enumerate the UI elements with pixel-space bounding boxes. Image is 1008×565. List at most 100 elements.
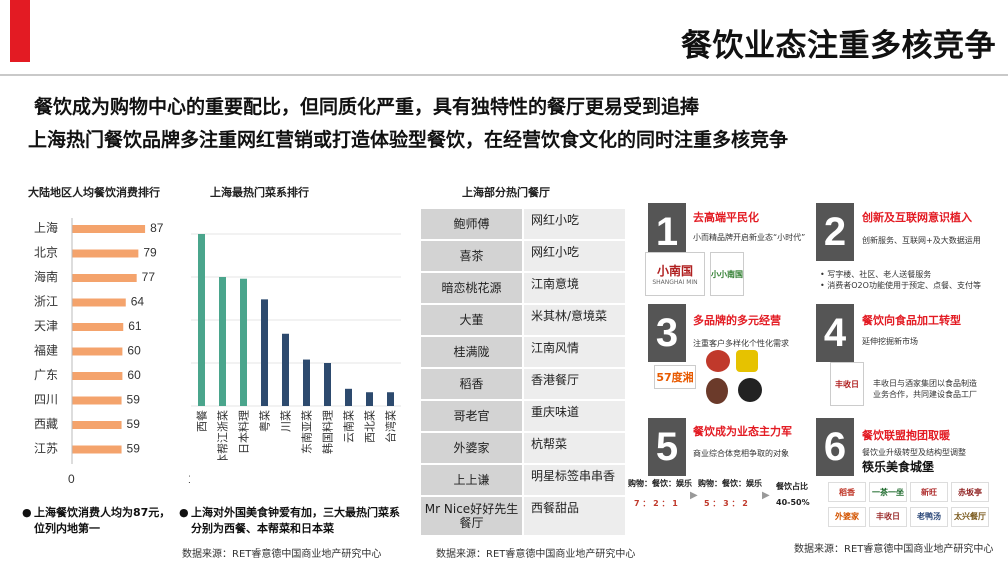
strategy-title: 创新及互联网意识植入: [862, 211, 972, 224]
table-row: 暗恋桃花源 江南意境: [421, 273, 625, 305]
restaurant-name: 鲍师傅: [421, 209, 522, 239]
note-1-text: 上海餐饮消费人均为87元，位列内地第一: [34, 506, 171, 535]
bar-category-label: 日本料理: [237, 410, 251, 454]
bar-category-label: 云南菜: [343, 410, 356, 443]
bar-value-label: 60: [127, 368, 141, 382]
restaurant-name: 外婆家: [421, 433, 522, 463]
strategy-highlight: 筷乐美食城堡: [862, 460, 935, 474]
bar-category-label: 海南: [34, 269, 58, 284]
table-row: 鲍师傅 网红小吃: [421, 209, 625, 241]
bar: [366, 392, 373, 406]
bar-category-label: 福建: [34, 343, 58, 358]
bar: [72, 249, 139, 258]
table-row: 哥老官 重庆味道: [421, 401, 625, 433]
bar-category-label: 台湾菜: [384, 410, 398, 443]
strategy-desc: 商业综合体竞相争取的对象: [693, 449, 789, 458]
strategy-number: 5: [648, 418, 686, 476]
bar-value-label: 60: [127, 344, 141, 358]
restaurant-name: 喜茶: [421, 241, 522, 271]
brand-logo-icon: [738, 378, 762, 402]
strategy-number: 4: [816, 304, 854, 362]
strategy-number: 2: [816, 203, 854, 261]
table-row: 稻香 香港餐厅: [421, 369, 625, 401]
ratio-label-b: 购物：餐饮：娱乐: [698, 479, 762, 488]
bar-value-label: 64: [131, 295, 145, 309]
restaurant-tag: 明星标签串串香: [522, 465, 625, 495]
bar: [72, 396, 122, 405]
table-row: 外婆家 杭帮菜: [421, 433, 625, 465]
bar-value-label: 61: [128, 319, 142, 333]
bar-category-label: 天津: [34, 319, 58, 333]
axis-tick-label: 0: [68, 472, 75, 486]
alliance-logo: 老鸭汤: [910, 506, 948, 527]
bar-category-label: 本帮江浙菜: [216, 410, 230, 460]
strategy-title: 餐饮向食品加工转型: [862, 314, 961, 327]
bullet-text: 写字楼、社区、老人送餐服务: [827, 270, 932, 279]
bar: [72, 323, 124, 331]
bullet-text: 消费者O2O功能使用于预定、点餐、支付等: [827, 281, 981, 290]
table-row: 桂满陇 江南风情: [421, 337, 625, 369]
alliance-logo: 丰收日: [869, 506, 907, 527]
table-row: 喜茶 网红小吃: [421, 241, 625, 273]
strategy-title: 餐饮成为业态主力军: [693, 425, 792, 438]
ratio-label-a: 购物：餐饮：娱乐: [628, 479, 692, 488]
source-right: 数据来源：RET睿意德中国商业地产研究中心: [794, 544, 994, 555]
bar-value-label: 59: [127, 442, 141, 456]
restaurant-name: 哥老官: [421, 401, 522, 431]
table-title: 上海部分热门餐厅: [462, 186, 550, 199]
chart1-title: 大陆地区人均餐饮消费排行: [28, 186, 160, 199]
restaurant-tag: 网红小吃: [522, 209, 625, 239]
chart2-title: 上海最热门菜系排行: [210, 186, 309, 199]
xiaoxiaonanguo-logo: 小小南国: [710, 252, 744, 296]
ratio-value-a: 7 ： 2 ： 1: [634, 499, 678, 508]
arrow-icon: ▶: [690, 490, 698, 501]
strategy-number: 6: [816, 418, 854, 476]
strategy-bullet: • 消费者O2O功能使用于预定、点餐、支付等: [820, 281, 981, 290]
bar: [72, 421, 122, 429]
bullet-dot: ●: [179, 506, 189, 519]
chart1-container: 上海 87 北京 79 海南 77 浙江 64 天津 61 福建 60 广东 60 四川 59 西藏 59 江苏 59…: [30, 218, 190, 488]
bar-category-label: 西餐: [195, 410, 209, 432]
bar-category-label: 广东: [34, 368, 58, 382]
bar-category-label: 西北菜: [364, 410, 377, 443]
bar-value-label: 59: [127, 417, 141, 431]
logo-subtext: SHANGHAI MIN: [652, 279, 698, 286]
chart2-svg: 西餐 本帮江浙菜 日本料理 粤菜 川菜 东南亚菜 韩国料理 云南菜 西北菜 台湾菜: [191, 233, 401, 465]
chart2-container: 西餐 本帮江浙菜 日本料理 粤菜 川菜 东南亚菜 韩国料理 云南菜 西北菜 台湾菜: [185, 200, 410, 465]
bar: [261, 299, 268, 406]
source-table: 数据来源：RET睿意德中国商业地产研究中心: [436, 549, 636, 560]
bar-value-label: 59: [127, 393, 141, 407]
bar: [72, 445, 122, 454]
bar: [219, 277, 226, 406]
logo-text: 57度湘: [656, 371, 694, 384]
logo-text: 小小南国: [711, 269, 743, 279]
restaurant-name: 大董: [421, 305, 522, 335]
note-1: ● 上海餐饮消费人均为87元，位列内地第一: [22, 505, 174, 537]
strategy-number: 1: [648, 203, 686, 261]
strategy-desc: 创新服务、互联网+及大数据运用: [862, 236, 981, 245]
alliance-logo: 一茶一坐: [869, 482, 907, 502]
strategy-bullet: • 写字楼、社区、老人送餐服务: [820, 270, 932, 279]
alliance-logo: 太兴餐厅: [951, 506, 989, 527]
restaurant-name: 暗恋桃花源: [421, 273, 522, 303]
bar-category-label: 江苏: [34, 442, 58, 456]
bar-category-label: 北京: [34, 246, 58, 260]
strategy-title: 去高端平民化: [693, 211, 759, 224]
bar-value-label: 87: [150, 221, 164, 235]
xiaonanguo-logo: 小南国 SHANGHAI MIN: [645, 252, 705, 296]
bar-category-label: 东南亚菜: [301, 410, 314, 454]
fengshouri-logo: 丰收日: [830, 362, 864, 406]
restaurant-tag: 米其林/意境菜: [522, 305, 625, 335]
bar-category-label: 四川: [34, 393, 58, 407]
restaurant-tag: 网红小吃: [522, 241, 625, 271]
bar: [324, 363, 331, 406]
bar-category-label: 浙江: [34, 295, 58, 309]
brand-logo-icon: [706, 350, 730, 372]
strategy-desc: 小而精品牌开启新业态“小时代”: [693, 233, 806, 242]
table-row: 大董 米其林/意境菜: [421, 305, 625, 337]
bar-category-label: 川菜: [280, 410, 293, 432]
restaurant-tag: 江南意境: [522, 273, 625, 303]
strategy-number: 3: [648, 304, 686, 362]
bar: [345, 388, 352, 406]
restaurant-name: Mr Nice好好先生餐厅: [421, 497, 522, 535]
